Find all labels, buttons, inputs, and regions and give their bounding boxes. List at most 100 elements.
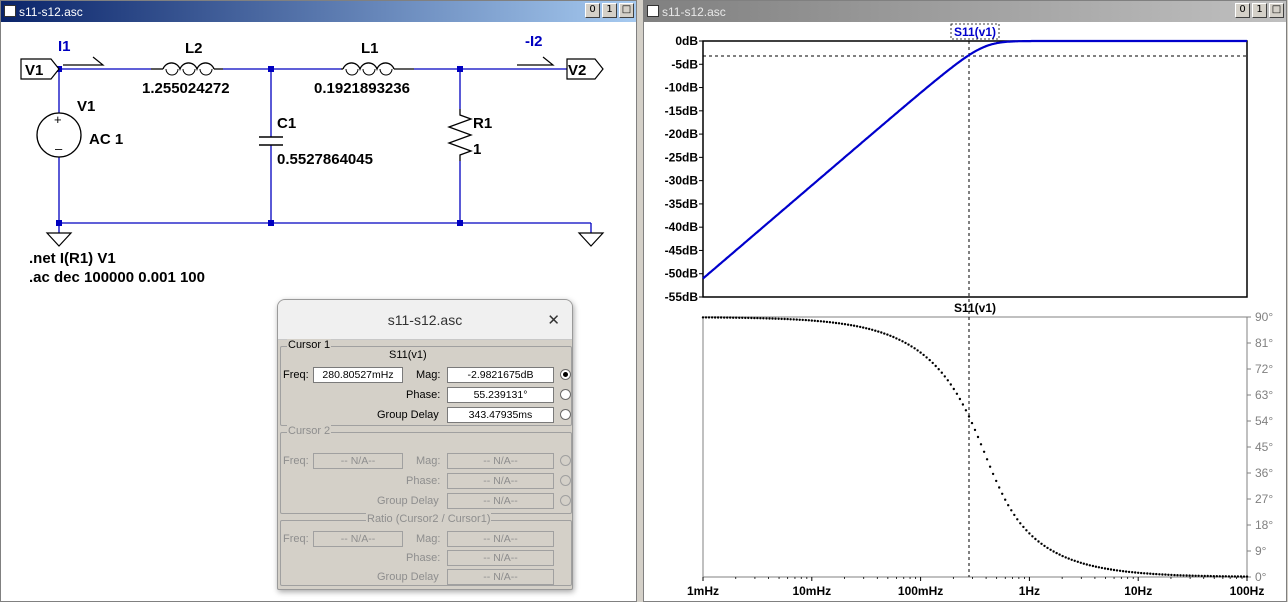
cursor2-freq-field: -- N/A-- [313,453,403,469]
cursor2-legend: Cursor 2 [287,425,332,437]
inductor-l1-name[interactable]: L1 [361,40,379,57]
phase-trace-point [759,317,762,320]
capacitor-c1-value[interactable]: 0.5527864045 [277,151,373,168]
minimize-button[interactable]: 0 [1235,3,1250,18]
inductor-l2-name[interactable]: L2 [185,40,203,57]
phase-trace-point [813,319,816,322]
spice-directive-net[interactable]: .net I(R1) V1 [29,250,116,267]
inductor-l1-value[interactable]: 0.1921893236 [314,80,410,97]
phase-trace-point [946,379,949,382]
svg-text:–: – [55,141,63,156]
phase-trace-point [1022,525,1025,529]
restore-button[interactable]: 1 [602,3,617,18]
phase-trace-point [1206,574,1209,578]
cursor2-phase-label: Phase: [406,475,441,487]
port-label-v2: V2 [568,62,586,79]
phase-trace-point [1167,573,1170,576]
phase-trace-point [704,316,708,319]
cursor-dialog-titlebar[interactable]: s11-s12.asc ✕ [278,300,572,340]
cursor1-freq-field[interactable]: 280.80527mHz [313,367,403,383]
phase-trace-point [874,329,877,332]
cursor1-phase-radio[interactable] [560,389,571,400]
cursor1-group-delay-radio[interactable] [560,409,571,420]
trace-label-top[interactable]: S11(v1) [954,25,996,39]
trace-label-bottom[interactable]: S11(v1) [954,301,996,315]
source-v1-name[interactable]: V1 [77,98,95,115]
phase-trace-point [1091,564,1095,568]
maximize-button[interactable]: □ [1269,3,1284,18]
trace-label-top-box [950,23,1000,40]
phase-trace-point [934,364,937,368]
schematic-canvas[interactable]: + – [1,23,636,601]
phase-trace-point [1040,542,1043,545]
phase-trace-point [1124,570,1128,573]
resistor-r1-value[interactable]: 1 [473,141,481,158]
phase-trace [701,316,1249,578]
phase-trace-point [825,320,829,324]
phase-trace-point [883,332,886,335]
phase-trace-point [1031,535,1034,538]
phase-trace-point [762,317,765,320]
phase-trace-point [862,326,865,329]
cursor-dialog[interactable]: s11-s12.asc ✕ Cursor 1 S11(v1) Freq: 280… [277,299,573,590]
phase-trace-point [1191,574,1194,577]
phase-tick-label: 90° [1255,310,1273,324]
current-arrow-i2 [517,56,555,66]
ratio-freq-label: Freq: [283,533,309,545]
phase-trace-point [1088,564,1092,567]
phase-trace-point [801,318,804,322]
phase-trace-point [756,316,759,320]
phase-trace-point [998,486,1001,489]
phase-trace-point [1200,574,1203,578]
phase-trace-point [735,316,738,319]
phase-trace-point [741,316,744,319]
cursor2-mag-label: Mag: [416,455,441,467]
phase-trace-point [982,450,986,453]
waveform-window[interactable]: s11-s12.asc 0 1 □ 0dB -5dB -10dB -15dB -20dB… [643,0,1287,602]
cursor1-mag-field[interactable]: -2.9821675dB [447,367,554,383]
inductor-l1-symbol [341,62,414,76]
phase-trace-point [1118,569,1122,572]
phase-trace-point [1034,537,1037,541]
restore-button[interactable]: 1 [1252,3,1267,18]
source-v1-value[interactable]: AC 1 [89,131,123,148]
cursor1-mag-radio[interactable] [560,369,571,380]
ratio-mag-label: Mag: [416,533,441,545]
magnitude-tick-label: -20dB [665,127,699,141]
phase-trace-point [943,375,946,378]
inductor-l2-value[interactable]: 1.255024272 [142,80,230,97]
phase-trace-point [1164,573,1167,576]
minimize-button[interactable]: 0 [585,3,600,18]
phase-trace-point [1067,557,1070,560]
phase-trace-point [1209,574,1212,578]
capacitor-c1-symbol [259,136,283,146]
schematic-titlebar[interactable]: s11-s12.asc 0 1 □ [1,1,636,22]
cursor1-legend: Cursor 1 [287,339,332,351]
phase-trace-point [807,319,810,322]
phase-trace-point [726,316,729,319]
close-icon[interactable]: ✕ [547,311,560,329]
magnitude-tick-label: -35dB [665,197,699,211]
resistor-r1-name[interactable]: R1 [473,115,492,132]
maximize-button[interactable]: □ [619,3,634,18]
phase-trace-point [1131,571,1134,574]
phase-trace-point [1218,575,1222,578]
phase-trace-point [834,321,838,325]
spice-directive-ac[interactable]: .ac dec 100000 0.001 100 [29,269,205,286]
phase-trace-point [783,317,786,321]
phase-trace-point [922,353,925,357]
waveform-titlebar[interactable]: s11-s12.asc 0 1 □ [644,1,1286,22]
phase-trace-point [877,330,880,333]
capacitor-c1-name[interactable]: C1 [277,115,296,132]
phase-tick-label: 72° [1255,362,1273,376]
phase-trace-point [1242,575,1246,578]
phase-trace-point [1221,575,1225,578]
phase-trace-point [1134,571,1137,574]
phase-trace-point [707,316,711,319]
phase-trace-point [819,320,823,323]
cursor2-group-delay-label: Group Delay [377,495,439,507]
cursor1-phase-field[interactable]: 55.239131° [447,387,554,403]
phase-trace-point [1097,566,1101,569]
waveform-plot[interactable]: 0dB -5dB -10dB -15dB -20dB -25dB -30dB -35dB -40… [644,23,1286,602]
cursor1-group-delay-field[interactable]: 343.47935ms [447,407,554,423]
